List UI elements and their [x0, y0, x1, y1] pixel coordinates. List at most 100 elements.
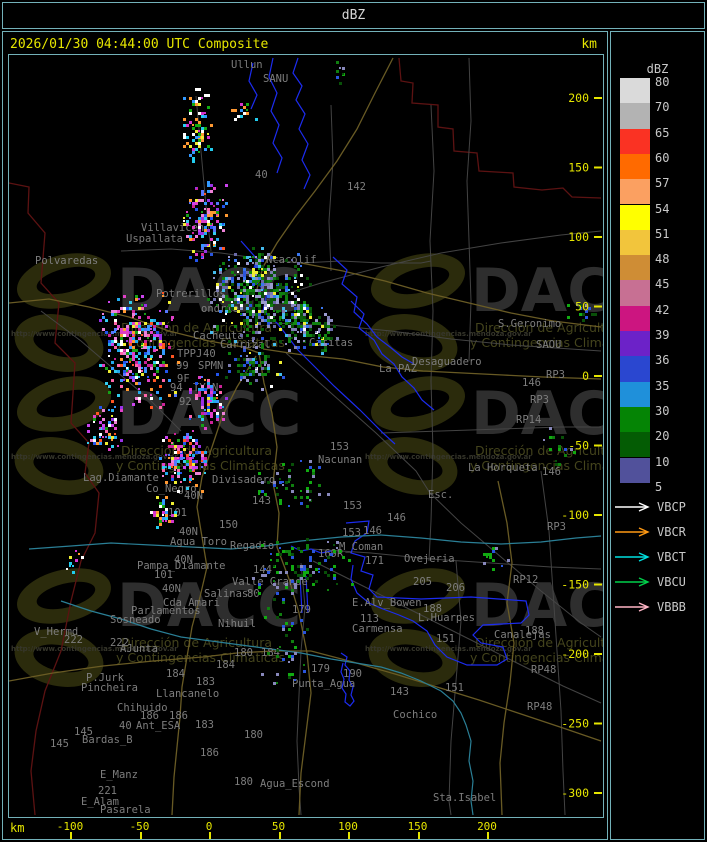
radar-echo-pixel [234, 118, 237, 121]
radar-echo-pixel [186, 235, 189, 238]
radar-echo-pixel [261, 337, 264, 340]
radar-echo-pixel [159, 505, 162, 508]
radar-echo-pixel [243, 286, 246, 289]
radar-echo-pixel [300, 304, 303, 307]
scale-title: dBZ [646, 62, 669, 76]
radar-echo-pixel [309, 499, 311, 501]
radar-echo-pixel [195, 259, 198, 262]
radar-echo-pixel [246, 355, 248, 357]
radar-echo-pixel [291, 463, 294, 466]
radar-echo-pixel [261, 388, 264, 391]
radar-echo-pixel [153, 337, 156, 340]
radar-echo-pixel [144, 343, 147, 346]
radar-echo-pixel [300, 496, 303, 499]
radar-echo-pixel [237, 115, 240, 118]
radar-echo-pixel [174, 466, 177, 469]
map-place-label: Uspallata [126, 233, 183, 245]
map-place-label: 183 [196, 676, 215, 688]
radar-echo-pixel [258, 583, 261, 586]
radar-echo-pixel [129, 376, 132, 379]
radar-echo-pixel [255, 370, 258, 373]
radar-echo-pixel [270, 553, 272, 555]
radar-echo-pixel [255, 325, 258, 328]
map-place-label: 80 [247, 588, 260, 600]
radar-echo-pixel [264, 493, 267, 496]
radar-echo-pixel [195, 220, 198, 223]
radar-echo-pixel [207, 406, 210, 409]
radar-echo-pixel [297, 253, 300, 256]
y-axis-tick-label: 100 [568, 230, 589, 244]
radar-echo-pixel [261, 319, 264, 322]
legend-arrow-label: VBBB [657, 600, 686, 614]
radar-echo-pixel [204, 463, 207, 466]
radar-echo-pixel [201, 244, 204, 247]
radar-echo-pixel [108, 301, 110, 303]
radar-echo-pixel [276, 571, 279, 574]
radar-echo-pixel [90, 439, 93, 442]
map-panel: 2026/01/30 04:44:00 UTC Composite km DAC… [2, 31, 608, 840]
radar-echo-pixel [306, 577, 309, 580]
map-place-label: V_Hermd [34, 626, 78, 638]
radar-echo-pixel [111, 367, 114, 370]
scale-color-block [620, 305, 650, 331]
radar-echo-pixel [249, 352, 251, 354]
radar-echo-pixel [183, 436, 186, 439]
radar-echo-pixel [135, 349, 138, 352]
radar-echo-pixel [99, 415, 101, 417]
radar-echo-pixel [255, 280, 258, 283]
radar-echo-pixel [162, 469, 165, 472]
radar-echo-pixel [261, 259, 264, 262]
radar-echo-pixel [342, 67, 345, 70]
radar-echo-pixel [243, 274, 246, 277]
radar-echo-pixel [180, 481, 182, 483]
radar-echo-pixel [261, 247, 264, 250]
radar-echo-pixel [111, 439, 113, 441]
radar-echo-pixel [147, 349, 150, 352]
radar-echo-pixel [264, 373, 267, 376]
radar-echo-pixel [150, 331, 153, 334]
radar-echo-pixel [189, 145, 192, 148]
radar-echo-pixel [273, 325, 276, 328]
radar-echo-pixel [552, 436, 555, 439]
radar-echo-pixel [309, 334, 312, 337]
radar-echo-pixel [240, 355, 242, 357]
radar-echo-pixel [273, 583, 276, 586]
radar-echo-pixel [102, 328, 105, 331]
radar-echo-pixel [198, 415, 201, 418]
radar-echo-pixel [153, 379, 156, 382]
radar-echo-pixel [216, 394, 218, 396]
map-place-label: 146 [522, 377, 541, 389]
radar-echo-pixel [339, 550, 342, 553]
radar-echo-pixel [327, 574, 330, 577]
radar-echo-pixel [297, 565, 300, 568]
radar-echo-pixel [201, 466, 203, 468]
radar-echo-pixel [291, 328, 294, 331]
radar-echo-pixel [252, 364, 255, 367]
radar-echo-pixel [138, 391, 141, 394]
radar-echo-pixel [243, 106, 246, 109]
radar-echo-pixel [132, 349, 135, 352]
radar-echo-pixel [132, 376, 135, 379]
radar-echo-pixel [168, 454, 170, 456]
radar-echo-pixel [159, 397, 162, 400]
radar-echo-pixel [204, 451, 207, 454]
radar-echo-pixel [327, 322, 330, 325]
radar-echo-pixel [153, 373, 156, 376]
radar-echo-pixel [294, 583, 297, 586]
radar-echo-pixel [141, 334, 143, 336]
radar-echo-pixel [192, 133, 195, 136]
radar-echo-pixel [315, 568, 318, 571]
radar-echo-pixel [333, 565, 336, 568]
radar-echo-pixel [150, 346, 152, 348]
radar-echo-pixel [156, 361, 159, 364]
radar-echo-pixel [258, 592, 261, 595]
radar-echo-pixel [294, 337, 297, 340]
x-axis-tick-label: 200 [477, 820, 497, 833]
legend-arrow-label: VBCP [657, 500, 686, 514]
radar-echo-pixel [267, 322, 270, 325]
radar-echo-pixel [153, 364, 156, 367]
radar-echo-pixel [270, 316, 273, 319]
radar-echo-pixel [291, 301, 294, 304]
